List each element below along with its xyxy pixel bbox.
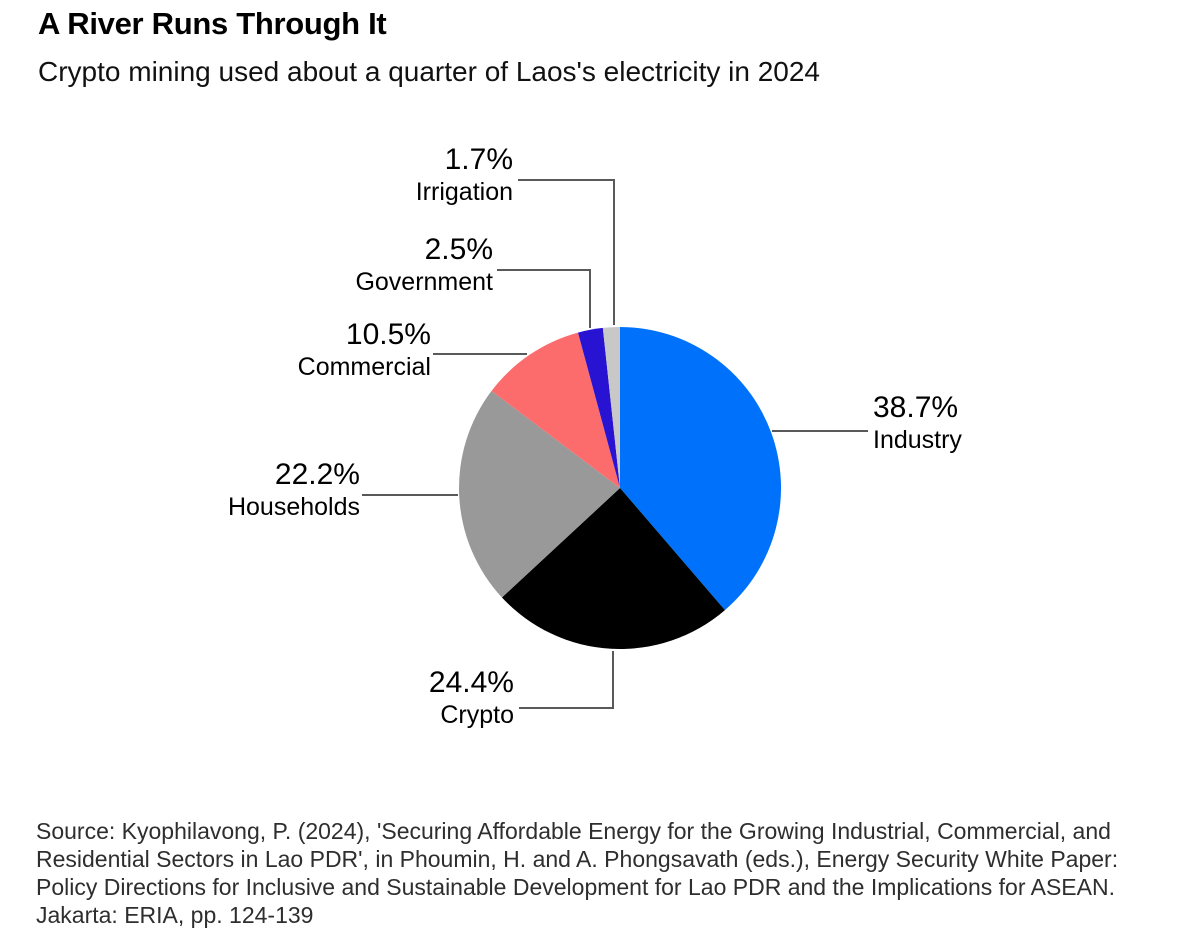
pie-slice-crypto [501,488,725,649]
pie-slice-households [459,390,620,598]
chart-title: A River Runs Through It [38,6,387,41]
pie-chart [459,327,781,649]
pie-slice-government [578,327,620,488]
source-line: Policy Directions for Inclusive and Sust… [36,874,1115,900]
label-crypto: 24.4% Crypto [429,666,514,730]
source-line: Source: Kyophilavong, P. (2024), 'Securi… [36,818,1111,844]
callout-line-irrigation [518,179,615,325]
callout-line-crypto [519,651,614,709]
pie-slice-irrigation [602,327,620,488]
callout-line-industry [772,430,868,432]
label-households: 22.2% Households [228,458,360,522]
label-crypto-value: 24.4% [428,666,514,699]
callout-line-commercial [433,353,527,355]
label-irrigation: 1.7% Irrigation [416,143,513,207]
label-households-value: 22.2% [274,458,360,491]
source-note: Source: Kyophilavong, P. (2024), 'Securi… [36,817,1118,929]
label-government: 2.5% Government [355,233,493,297]
label-industry-value: 38.7% [873,391,959,424]
label-commercial-value: 10.5% [345,318,431,351]
label-commercial-name: Commercial [297,353,431,381]
label-industry: 38.7% Industry [873,391,962,455]
callout-line-government [497,269,591,328]
label-crypto-name: Crypto [440,701,514,729]
label-households-name: Households [227,493,360,521]
callout-line-households [362,494,458,496]
label-irrigation-name: Irrigation [415,178,513,206]
pie-slice-commercial [491,332,620,488]
source-line: Residential Sectors in Lao PDR', in Phou… [36,846,1119,872]
label-industry-name: Industry [873,426,962,454]
label-commercial: 10.5% Commercial [298,318,431,382]
label-irrigation-value: 1.7% [444,143,513,176]
source-line: Jakarta: ERIA, pp. 124-139 [36,902,314,928]
label-government-name: Government [355,268,493,296]
label-government-value: 2.5% [424,233,493,266]
pie-slice-industry [620,327,781,611]
chart-subtitle: Crypto mining used about a quarter of La… [38,56,821,87]
